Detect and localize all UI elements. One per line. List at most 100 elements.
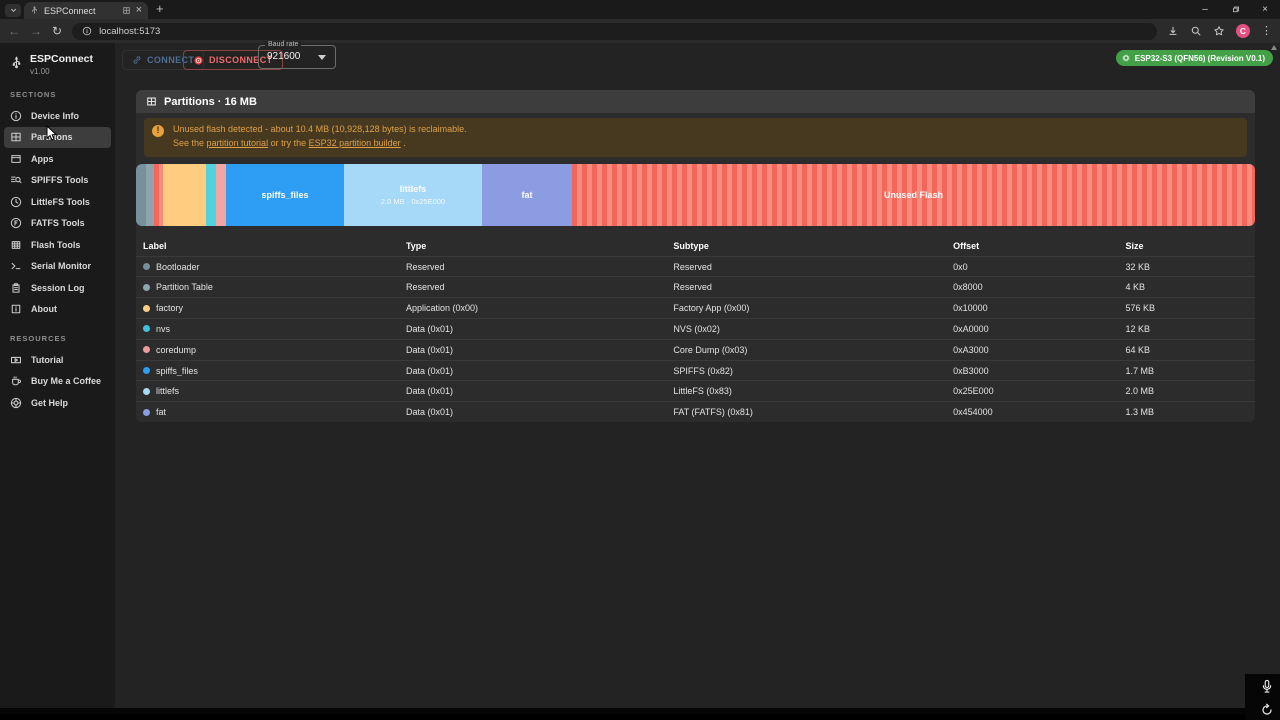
connect-button[interactable]: CONNECT xyxy=(122,50,205,70)
info-icon xyxy=(10,110,22,122)
partition-segment-factory[interactable] xyxy=(163,163,206,226)
connect-label: CONNECT xyxy=(147,55,195,65)
minimize-button[interactable]: – xyxy=(1202,4,1208,15)
warning-text: See the xyxy=(173,137,207,148)
partition-segment-littlefs[interactable]: littlefs 2.0 MB · 0x25E000 xyxy=(344,163,482,226)
app-version: v1.00 xyxy=(30,67,50,76)
close-button[interactable]: × xyxy=(1262,4,1268,15)
sidebar-item-session-log[interactable]: Session Log xyxy=(4,277,111,299)
fatfs-circle-icon xyxy=(10,217,22,229)
table-row-fat[interactable]: fat Data (0x01) FAT (FATFS) (0x81) 0x454000… xyxy=(136,401,1255,422)
table-row-partition-table[interactable]: Partition Table Reserved Reserved 0x8000 4 K… xyxy=(136,276,1255,297)
chip-badge[interactable]: ESP32-S3 (QFN56) (Revision V0.1) xyxy=(1115,50,1273,66)
window-controls: – × xyxy=(1190,0,1280,19)
sidebar-item-label: Device Info xyxy=(31,110,80,121)
partition-segment-fat[interactable]: fat xyxy=(482,163,572,226)
tab-search-button[interactable] xyxy=(5,4,21,17)
card-title: Partitions · 16 MB xyxy=(164,95,257,108)
baud-rate-select[interactable]: Baud rate 921600 xyxy=(258,41,336,69)
sidebar-item-apps[interactable]: Apps xyxy=(4,148,111,170)
restore-icon xyxy=(1231,5,1240,14)
table-row-bootloader[interactable]: Bootloader Reserved Reserved 0x0 32 KB xyxy=(136,255,1255,277)
terminal-icon xyxy=(10,260,22,272)
avatar[interactable]: C xyxy=(1236,24,1250,38)
microphone-icon[interactable] xyxy=(1260,679,1274,695)
table-body: Bootloader Reserved Reserved 0x0 32 KB Partit… xyxy=(136,255,1255,422)
table-row-coredump[interactable]: coredump Data (0x01) Core Dump (0x03) 0xA30… xyxy=(136,338,1255,360)
cell-size: 64 KB xyxy=(1125,344,1150,355)
chevron-down-icon xyxy=(9,6,18,15)
cell-label: factory xyxy=(156,303,184,314)
video-icon xyxy=(10,354,22,366)
grid-icon xyxy=(146,96,157,107)
partition-segment-nvs[interactable] xyxy=(206,163,216,226)
partition-builder-link[interactable]: ESP32 partition builder xyxy=(308,137,401,148)
partition-segment-bootloader[interactable] xyxy=(136,163,146,226)
sidebar-item-about[interactable]: About xyxy=(4,299,111,321)
dropdown-caret-icon xyxy=(318,55,326,60)
sidebar-item-label: FATFS Tools xyxy=(31,218,85,229)
cell-offset: 0x454000 xyxy=(953,407,993,418)
partition-color-dot xyxy=(143,283,150,291)
disconnect-button[interactable]: DISCONNECT xyxy=(183,50,283,70)
clock-icon xyxy=(10,196,22,208)
table-row-factory[interactable]: factory Application (0x00) Factory App (0x… xyxy=(136,297,1255,318)
sidebar-item-serial-monitor[interactable]: Serial Monitor xyxy=(4,256,111,278)
table-row-spiffs-files[interactable]: spiffs_files Data (0x01) SPIFFS (0x82) 0xB3… xyxy=(136,359,1255,381)
sidebar-item-label: Apps xyxy=(31,153,54,164)
partition-segment-spiffs-files[interactable]: spiffs_files xyxy=(226,163,344,226)
cell-offset: 0xA3000 xyxy=(953,344,989,355)
window-icon xyxy=(10,153,22,165)
partition-segment-partition-table[interactable] xyxy=(146,163,154,226)
table-row-nvs[interactable]: nvs Data (0x01) NVS (0x02) 0xA0000 12 KB xyxy=(136,318,1255,339)
cell-subtype: Factory App (0x00) xyxy=(673,303,750,314)
cell-size: 4 KB xyxy=(1125,282,1145,293)
sidebar-item-buy-me-a-coffee[interactable]: Buy Me a Coffee xyxy=(4,371,111,393)
partition-segment-unused-gap[interactable] xyxy=(154,163,163,226)
sidebar-item-fatfs-tools[interactable]: FATFS Tools xyxy=(4,213,111,235)
cell-subtype: SPIFFS (0x82) xyxy=(673,365,733,376)
new-tab-button[interactable]: + xyxy=(156,1,164,16)
unused-flash-warning: ! Unused flash detected - about 10.4 MB … xyxy=(144,118,1247,157)
sidebar-item-device-info[interactable]: Device Info xyxy=(4,105,111,127)
tab-close-icon[interactable]: × xyxy=(135,4,142,16)
cell-label: littlefs xyxy=(156,386,180,397)
url-bar[interactable]: localhost:5173 xyxy=(72,22,1157,40)
scrollbar-up-arrow[interactable] xyxy=(1271,45,1277,50)
cell-offset: 0x10000 xyxy=(953,303,988,314)
partition-map-bar: spiffs_files littlefs 2.0 MB · 0x25E000 fat… xyxy=(136,163,1255,226)
partition-segment-coredump[interactable] xyxy=(216,163,226,226)
app-name: ESPConnect xyxy=(30,53,94,65)
download-icon[interactable] xyxy=(1167,25,1179,37)
zoom-icon[interactable] xyxy=(1190,25,1202,37)
sidebar-item-spiffs-tools[interactable]: SPIFFS Tools xyxy=(4,170,111,192)
cell-subtype: Core Dump (0x03) xyxy=(673,344,748,355)
partition-segment-unused-flash[interactable]: Unused Flash xyxy=(572,163,1255,226)
resources-heading: RESOURCES xyxy=(10,334,67,343)
grid-icon xyxy=(10,131,22,143)
bookmark-star-icon[interactable] xyxy=(1213,25,1225,37)
restore-button[interactable] xyxy=(1220,0,1250,19)
cell-offset: 0x25E000 xyxy=(953,386,994,397)
sidebar-item-label: Tutorial xyxy=(31,354,64,365)
tab-favicon-icon xyxy=(30,6,39,15)
warning-icon: ! xyxy=(152,125,164,137)
cell-type: Data (0x01) xyxy=(405,344,453,355)
cell-type: Data (0x01) xyxy=(405,386,453,397)
sidebar-item-label: Session Log xyxy=(31,282,85,293)
sidebar-item-flash-tools[interactable]: Flash Tools xyxy=(4,234,111,256)
sidebar-item-label: Serial Monitor xyxy=(31,261,92,272)
table-header-row: Label Type Subtype Offset Size xyxy=(136,236,1255,256)
sidebar-item-tutorial[interactable]: Tutorial xyxy=(4,349,111,371)
espconnect-page: ESPConnect v1.00 SECTIONS Device Info Par… xyxy=(0,41,1280,714)
table-row-littlefs[interactable]: littlefs Data (0x01) LittleFS (0x83) 0x25E0… xyxy=(136,380,1255,401)
sidebar-item-littlefs-tools[interactable]: LittleFS Tools xyxy=(4,191,111,213)
site-info-icon[interactable] xyxy=(82,26,92,36)
sidebar-item-get-help[interactable]: Get Help xyxy=(4,392,111,414)
column-header-subtype: Subtype xyxy=(673,240,709,251)
column-header-size: Size xyxy=(1125,240,1144,251)
rotate-icon[interactable] xyxy=(1260,703,1274,717)
browser-tab[interactable]: ESPConnect × xyxy=(24,2,148,19)
help-buoy-icon xyxy=(10,397,22,409)
partition-tutorial-link[interactable]: partition tutorial xyxy=(206,137,269,148)
